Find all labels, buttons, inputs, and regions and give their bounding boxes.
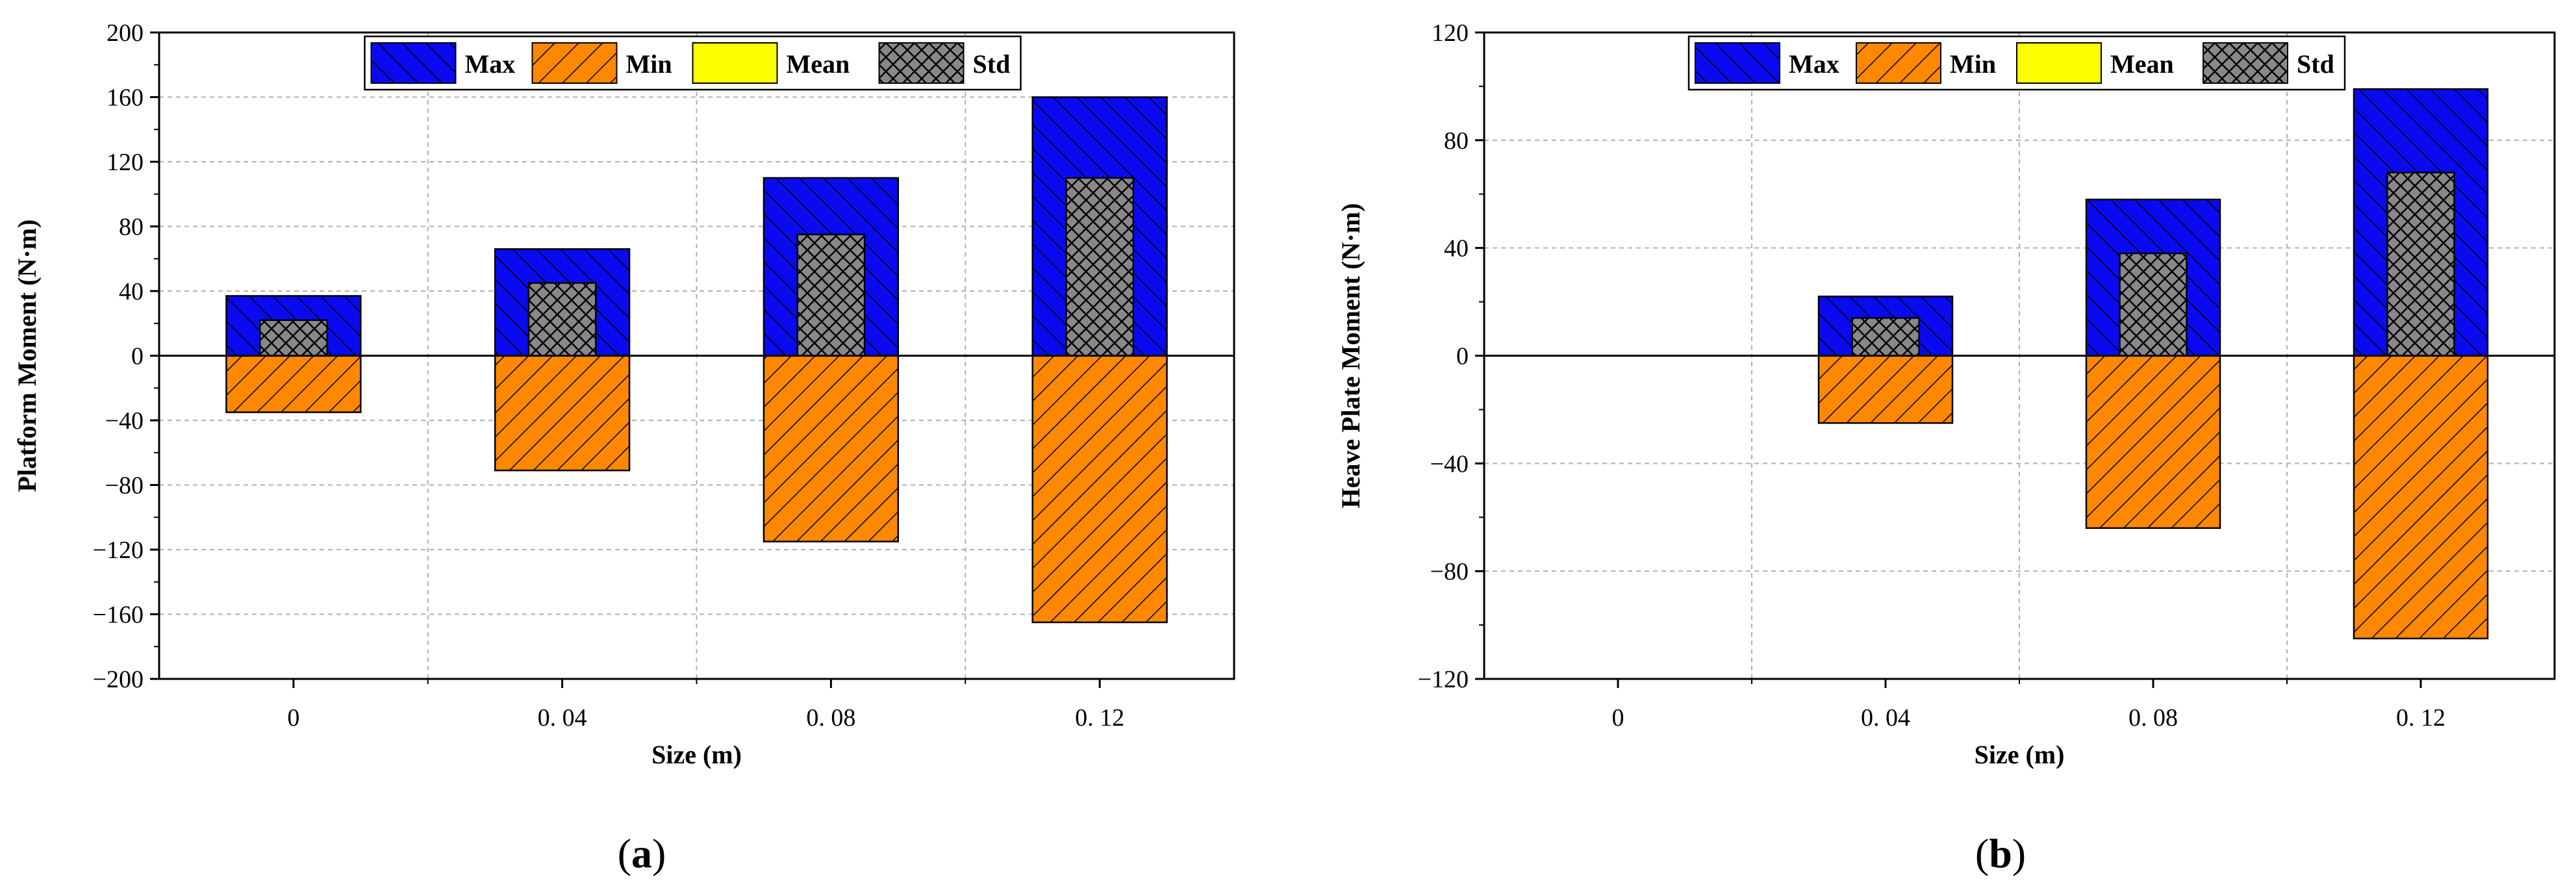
caption-close-paren: )	[2012, 830, 2026, 876]
y-tick-label: 80	[119, 214, 144, 241]
y-tick-label: 40	[119, 278, 144, 305]
x-tick-label: 0. 08	[2128, 704, 2178, 732]
caption-letter: a	[631, 830, 652, 876]
y-tick-label: −40	[1430, 450, 1469, 478]
legend-swatch-std	[2203, 42, 2288, 84]
bar-std	[2119, 252, 2188, 357]
y-tick-label: −80	[1430, 558, 1469, 585]
y-tick-label: 160	[107, 84, 144, 112]
y-axis-label: Heave Plate Moment (N·m)	[1336, 203, 1365, 509]
bar-std	[259, 319, 328, 357]
y-tick-label: 120	[107, 149, 144, 176]
caption-close-paren: )	[652, 830, 666, 876]
legend-label-std: Std	[2297, 49, 2334, 79]
legend-label-mean: Mean	[787, 49, 850, 79]
x-axis: 0 0. 04 0. 08 0. 12	[1612, 679, 2445, 732]
legend-swatch-mean	[2016, 42, 2102, 84]
y-tick-label: −40	[105, 407, 144, 435]
bar-min	[225, 355, 362, 413]
caption-open-paren: (	[1975, 830, 1989, 876]
y-tick-label: −80	[105, 472, 144, 500]
y-axis: −200 −160 −120 −80 −40 0 40 80 120 160 200	[93, 19, 159, 693]
bar-std	[527, 282, 597, 357]
y-tick-label: 200	[107, 19, 144, 47]
bars	[225, 96, 1168, 624]
x-tick-label: 0. 12	[2396, 704, 2445, 732]
panel-caption: (a)	[618, 830, 666, 876]
y-tick-label: 0	[131, 343, 144, 370]
caption-open-paren: (	[618, 830, 631, 876]
legend-swatch-mean	[692, 42, 778, 84]
legend: Max Min Mean Std	[364, 35, 1022, 91]
bar-min	[2085, 355, 2221, 529]
y-axis-label: Platform Moment (N·m)	[12, 220, 42, 492]
panel-caption: (b)	[1975, 830, 2026, 876]
y-tick-label: 120	[1432, 19, 1469, 47]
x-tick-label: 0	[1612, 704, 1624, 732]
x-tick-label: 0. 04	[1861, 704, 1910, 732]
legend-label-std: Std	[973, 49, 1011, 79]
y-tick-label: 40	[1444, 235, 1469, 262]
bar-min	[1817, 355, 1954, 424]
x-tick-label: 0. 08	[806, 704, 855, 732]
bar-std	[1065, 177, 1135, 357]
chart-b: −120 −80 −40 0 40 80 120 0 0. 04 0. 08 0. 12 Size (…	[1336, 19, 2556, 876]
y-tick-label: −120	[93, 537, 144, 564]
bar-std	[2386, 172, 2455, 357]
caption-letter: b	[1989, 830, 2012, 876]
x-axis-label: Size (m)	[1975, 740, 2065, 769]
bar-min	[494, 355, 631, 472]
bar-std	[796, 233, 866, 357]
chart-a: −200 −160 −120 −80 −40 0 40 80 120 160 200 0 0. 04 0.…	[12, 19, 1235, 876]
bar-std	[1851, 317, 1920, 357]
y-tick-label: 0	[1456, 343, 1469, 370]
legend-label-max: Max	[465, 49, 516, 79]
legend-label-min: Min	[1950, 49, 1996, 79]
y-axis: −120 −80 −40 0 40 80 120	[1418, 19, 1484, 693]
legend-swatch-min	[531, 42, 618, 84]
legend-swatch-std	[878, 42, 965, 84]
legend-swatch-min	[1856, 42, 1941, 84]
legend-label-mean: Mean	[2110, 49, 2174, 79]
y-tick-label: −200	[93, 666, 144, 693]
y-tick-label: −160	[93, 602, 144, 629]
x-axis: 0 0. 04 0. 08 0. 12	[287, 679, 1124, 732]
x-axis-label: Size (m)	[651, 740, 742, 769]
bar-min	[2353, 355, 2489, 640]
y-tick-label: −120	[1418, 666, 1469, 693]
x-tick-label: 0	[287, 704, 299, 732]
legend-label-max: Max	[1789, 49, 1839, 79]
x-tick-label: 0. 04	[538, 704, 587, 732]
legend-swatch-max	[1695, 42, 1780, 84]
x-tick-label: 0. 12	[1075, 704, 1124, 732]
legend-swatch-max	[370, 42, 457, 84]
y-tick-label: 80	[1444, 127, 1469, 155]
bar-min	[763, 355, 900, 542]
bar-min	[1031, 355, 1168, 624]
legend: Max Min Mean Std	[1687, 35, 2346, 91]
legend-label-min: Min	[626, 49, 672, 79]
bars	[1817, 88, 2489, 640]
